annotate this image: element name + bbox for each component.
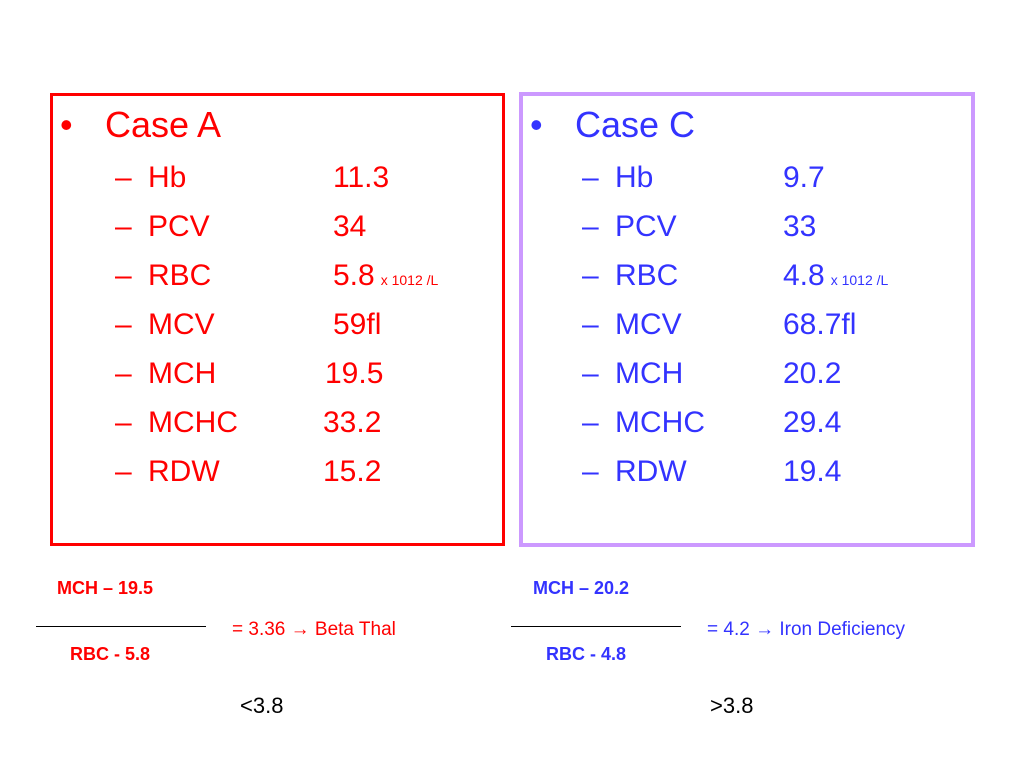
row-value: 29.4 [783,406,841,440]
unit-text: x 1012 /L [380,272,439,288]
row-label: Hb [615,161,654,194]
row-value: 19.4 [783,455,841,489]
dash-icon: – [115,455,132,488]
dash-icon: – [582,308,599,341]
value-text: 9.7 [783,161,825,194]
unit-text: x 1012 /L [830,272,889,288]
dash-icon: – [115,308,132,341]
row-value: 11.3 [333,161,389,195]
row-value: 19.5 [325,357,383,391]
value-text: 59fl [333,308,382,341]
dash-icon: – [582,210,599,243]
case-c-threshold: >3.8 [710,693,754,718]
row-label: RBC [615,259,679,292]
dash-icon: – [115,259,132,292]
dash-icon: – [582,455,599,488]
dash-icon: – [115,210,132,243]
value-text: 34 [333,210,367,243]
row-value: 59fl [333,308,381,342]
row-value: 33.2 [323,406,381,440]
bullet-icon: • [60,104,73,145]
value-text: 19.4 [783,455,842,488]
case-a-panel [50,93,505,546]
case-c-fraction-line [511,626,681,627]
row-label: MCH [615,357,684,390]
row-label: MCV [148,308,215,341]
value-text: 33.2 [323,406,382,439]
case-c-denominator: RBC - 4.8 [546,644,627,664]
dash-icon: – [115,161,132,194]
value-text: 11.3 [333,161,390,194]
value-text: 29.4 [783,406,842,439]
row-label: RDW [615,455,687,488]
row-value: 33 [783,210,816,244]
case-a-fraction-line [36,626,206,627]
case-a-numerator: MCH – 19.5 [57,578,154,598]
row-value: 9.7 [783,161,825,195]
row-label: RBC [148,259,212,292]
row-value: 5.8 x 1012 /L [333,259,438,297]
row-label: MCHC [148,406,238,439]
value-text: 5.8 [333,259,375,292]
value-text: 15.2 [323,455,382,488]
row-label: PCV [148,210,210,243]
value-text: 4.8 [783,259,825,292]
value-text: 19.5 [325,357,384,390]
case-a-title: Case A [105,104,222,145]
bullet-icon: • [530,104,543,145]
value-text: 20.2 [783,357,842,390]
row-label: RDW [148,455,220,488]
row-value: 20.2 [783,357,841,391]
case-c-numerator: MCH – 20.2 [533,578,630,598]
case-c-panel [519,92,975,547]
row-value: 68.7fl [783,308,856,342]
value-text: 68.7fl [783,308,857,341]
dash-icon: – [115,357,132,390]
case-a-result: = 3.36 → Beta Thal [232,619,396,640]
case-a-denominator: RBC - 5.8 [70,644,151,664]
row-label: MCV [615,308,682,341]
row-label: MCHC [615,406,705,439]
row-label: Hb [148,161,187,194]
case-c-title: Case C [575,104,696,145]
row-value: 15.2 [323,455,381,489]
case-a-threshold: <3.8 [240,693,284,718]
value-text: 33 [783,210,817,243]
dash-icon: – [582,406,599,439]
row-label: MCH [148,357,217,390]
dash-icon: – [115,406,132,439]
dash-icon: – [582,259,599,292]
row-value: 4.8 x 1012 /L [783,259,888,297]
dash-icon: – [582,161,599,194]
row-value: 34 [333,210,366,244]
dash-icon: – [582,357,599,390]
row-label: PCV [615,210,677,243]
case-c-result: = 4.2 → Iron Deficiency [707,619,906,640]
